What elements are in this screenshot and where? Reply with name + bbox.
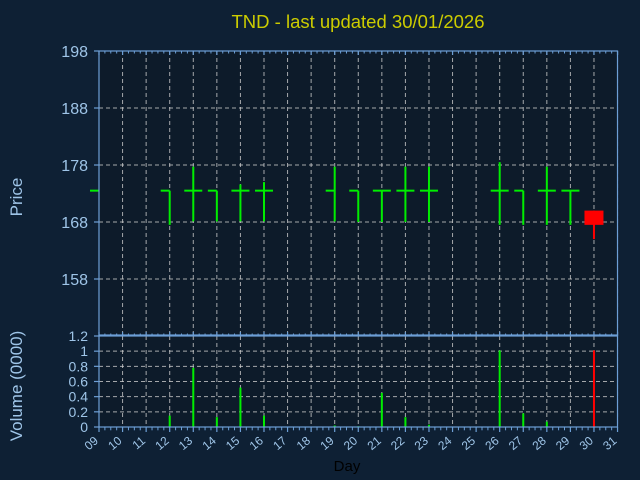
svg-text:0.4: 0.4 [69,389,89,405]
svg-text:Price: Price [7,178,26,217]
svg-text:0: 0 [80,419,88,435]
svg-text:188: 188 [61,101,88,118]
svg-text:0.6: 0.6 [69,374,89,390]
svg-text:TND - last updated 30/01/2026: TND - last updated 30/01/2026 [232,11,485,32]
svg-text:168: 168 [61,215,88,232]
svg-text:Volume (0000): Volume (0000) [7,331,26,442]
svg-text:0.2: 0.2 [69,404,89,420]
svg-text:1: 1 [80,343,88,359]
svg-text:0.8: 0.8 [69,358,89,374]
svg-text:178: 178 [61,158,88,175]
svg-text:Day: Day [334,458,361,475]
svg-text:1.2: 1.2 [69,328,89,344]
svg-text:198: 198 [61,44,88,61]
svg-text:158: 158 [61,272,88,289]
